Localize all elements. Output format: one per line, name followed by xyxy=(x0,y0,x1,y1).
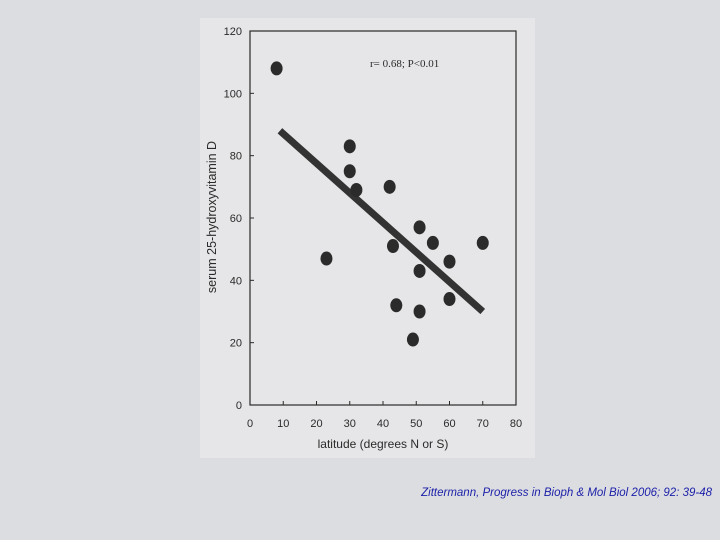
y-tick-label: 40 xyxy=(230,275,242,287)
x-tick-label: 70 xyxy=(477,418,489,430)
x-tick-label: 50 xyxy=(410,418,422,430)
y-axis-label: serum 25-hydroxyvitamin D xyxy=(205,141,219,293)
x-tick-label: 30 xyxy=(344,418,356,430)
x-tick-label: 10 xyxy=(277,418,289,430)
data-point xyxy=(383,179,396,194)
regression-line xyxy=(277,128,486,315)
x-tick-label: 80 xyxy=(510,418,522,430)
citation-text: Zittermann, Progress in Bioph & Mol Biol… xyxy=(421,487,712,499)
y-tick-label: 120 xyxy=(224,26,242,38)
data-point xyxy=(413,304,426,319)
y-tick-label: 0 xyxy=(236,400,242,412)
data-point xyxy=(443,292,456,307)
data-marks xyxy=(270,61,489,347)
data-point xyxy=(413,220,426,235)
x-tick-label: 40 xyxy=(377,418,389,430)
data-point xyxy=(343,139,356,154)
data-point xyxy=(320,251,333,266)
y-tick-label: 60 xyxy=(230,213,242,225)
data-point xyxy=(390,298,403,313)
data-point xyxy=(350,182,363,197)
correlation-annotation: r= 0.68; P<0.01 xyxy=(370,58,439,70)
data-point xyxy=(343,164,356,179)
x-axis-label: latitude (degrees N or S) xyxy=(318,437,449,451)
data-point xyxy=(476,235,489,250)
data-point xyxy=(270,61,283,76)
data-point xyxy=(406,332,419,347)
data-point xyxy=(413,263,426,278)
y-tick-label: 80 xyxy=(230,151,242,163)
x-tick-label: 0 xyxy=(247,418,253,430)
x-tick-label: 60 xyxy=(443,418,455,430)
data-point xyxy=(443,254,456,269)
y-tick-label: 20 xyxy=(230,338,242,350)
data-point xyxy=(426,235,439,250)
data-point xyxy=(386,239,399,254)
axes: 0 10 20 30 40 50 60 70 80 0 20 40 60 80 100 120 xyxy=(224,26,522,430)
x-tick-label: 20 xyxy=(310,418,322,430)
y-tick-label: 100 xyxy=(224,88,242,100)
